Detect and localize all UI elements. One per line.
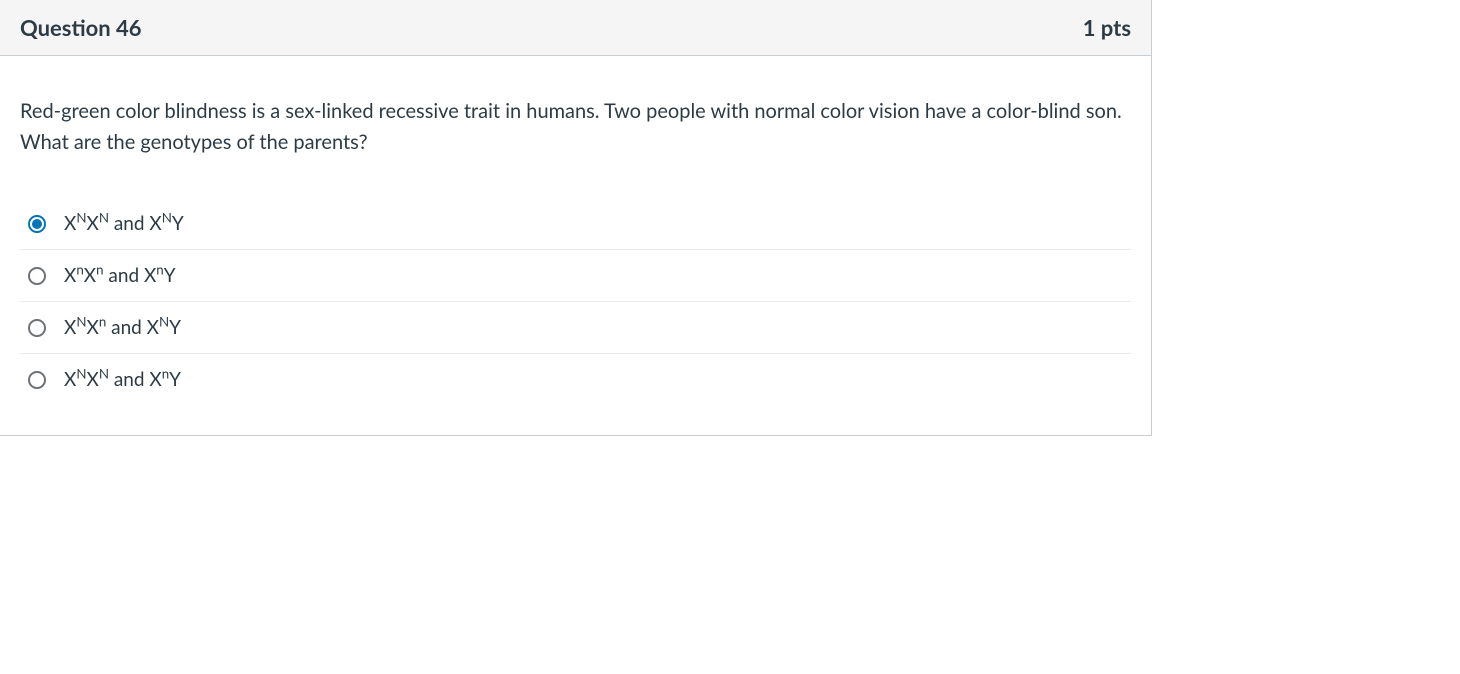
question-text: Red-green color blindness is a sex-linke… (20, 96, 1131, 158)
question-points: 1 pts (1083, 14, 1131, 41)
question-body: Red-green color blindness is a sex-linke… (0, 56, 1151, 435)
radio-button[interactable] (28, 267, 46, 285)
answer-option[interactable]: XnXn and XnY (20, 250, 1131, 302)
answers-list: XNXN and XNY XnXn and XnY XNXn and XNY XNXN… (20, 198, 1131, 405)
answer-option[interactable]: XNXn and XNY (20, 302, 1131, 354)
radio-button[interactable] (28, 319, 46, 337)
answer-option[interactable]: XNXN and XnY (20, 354, 1131, 405)
answer-label: XNXN and XnY (64, 368, 181, 391)
question-header: Question 46 1 pts (0, 0, 1151, 56)
answer-option[interactable]: XNXN and XNY (20, 198, 1131, 250)
radio-button[interactable] (28, 371, 46, 389)
answer-label: XNXn and XNY (64, 316, 181, 339)
question-title: Question 46 (20, 14, 142, 41)
answer-label: XNXN and XNY (64, 212, 184, 235)
answer-label: XnXn and XnY (64, 264, 176, 287)
radio-button[interactable] (28, 215, 46, 233)
question-card: Question 46 1 pts Red-green color blindn… (0, 0, 1152, 436)
